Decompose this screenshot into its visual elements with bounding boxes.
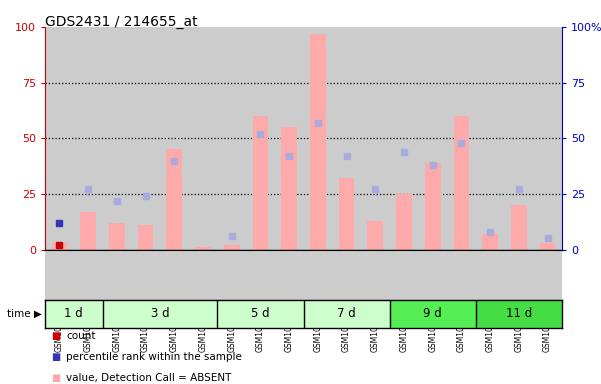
Text: 11 d: 11 d [505, 308, 532, 320]
Bar [246, 250, 275, 300]
Bar [275, 27, 304, 250]
Bar [45, 27, 74, 250]
Bar [304, 250, 332, 300]
Text: ■: ■ [51, 331, 60, 341]
Bar [447, 250, 476, 300]
Text: percentile rank within the sample: percentile rank within the sample [66, 352, 242, 362]
Bar [425, 163, 441, 250]
Bar [246, 27, 275, 250]
Bar [476, 27, 504, 250]
Bar [476, 300, 562, 328]
Bar [218, 27, 246, 250]
Bar [218, 300, 304, 328]
Bar [52, 243, 67, 250]
Bar [454, 116, 469, 250]
Bar [304, 300, 389, 328]
Bar [361, 250, 389, 300]
Text: value, Detection Call = ABSENT: value, Detection Call = ABSENT [66, 373, 231, 383]
Bar [418, 250, 447, 300]
Bar [418, 27, 447, 250]
Text: 7 d: 7 d [337, 308, 356, 320]
Bar [189, 27, 218, 250]
Bar [511, 205, 526, 250]
Text: time ▶: time ▶ [7, 309, 42, 319]
Bar [447, 27, 476, 250]
Text: ■: ■ [51, 373, 60, 383]
Bar [45, 300, 103, 328]
Bar [332, 250, 361, 300]
Bar [103, 250, 131, 300]
Bar [160, 27, 189, 250]
Bar [252, 116, 268, 250]
Text: count: count [66, 331, 96, 341]
Bar [476, 250, 504, 300]
Text: 3 d: 3 d [151, 308, 169, 320]
Bar [74, 250, 103, 300]
Text: ■: ■ [51, 352, 60, 362]
Bar [310, 33, 326, 250]
Bar [396, 194, 412, 250]
Bar [45, 250, 74, 300]
Bar [332, 27, 361, 250]
Bar [540, 243, 555, 250]
Bar [361, 27, 389, 250]
Bar [131, 250, 160, 300]
Bar [103, 27, 131, 250]
Bar [189, 250, 218, 300]
Bar [339, 178, 355, 250]
Bar [109, 223, 125, 250]
Bar [166, 149, 182, 250]
Text: 1 d: 1 d [64, 308, 83, 320]
Text: 9 d: 9 d [423, 308, 442, 320]
Bar [389, 300, 476, 328]
Bar [103, 300, 218, 328]
Bar [218, 250, 246, 300]
Bar [367, 221, 383, 250]
Bar [504, 27, 533, 250]
Bar [74, 27, 103, 250]
Bar [482, 234, 498, 250]
Bar [160, 250, 189, 300]
Bar [138, 225, 153, 250]
Bar [389, 250, 418, 300]
Bar [275, 250, 304, 300]
Bar [81, 212, 96, 250]
Bar [533, 27, 562, 250]
Bar [224, 245, 240, 250]
Bar [504, 250, 533, 300]
Bar [389, 27, 418, 250]
Bar [131, 27, 160, 250]
Text: 5 d: 5 d [251, 308, 270, 320]
Bar [533, 250, 562, 300]
Bar [195, 247, 211, 250]
Bar [281, 127, 297, 250]
Text: GDS2431 / 214655_at: GDS2431 / 214655_at [45, 15, 198, 29]
Bar [304, 27, 332, 250]
